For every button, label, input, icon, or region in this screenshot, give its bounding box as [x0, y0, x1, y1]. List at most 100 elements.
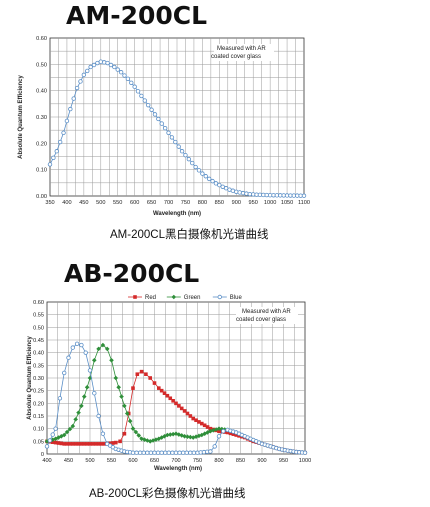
data-point: [109, 357, 114, 363]
grid-lines: [50, 38, 304, 196]
data-point: [91, 62, 97, 68]
data-point: [96, 442, 101, 446]
data-point: [79, 342, 84, 348]
data-point: [148, 450, 154, 455]
data-point: [213, 181, 219, 186]
data-point: [148, 376, 152, 380]
data-point: [96, 346, 101, 352]
x-tick-label: 1100: [298, 200, 310, 206]
data-point: [134, 450, 139, 455]
data-point: [96, 413, 101, 419]
x-tick-label: 500: [85, 458, 94, 464]
data-point: [76, 410, 81, 415]
data-point: [152, 112, 158, 117]
annotation-line-1: Measured with AR: [242, 309, 291, 315]
x-tick-label: 1050: [281, 200, 293, 206]
data-point: [50, 440, 55, 444]
legend-item-green: Green: [166, 294, 200, 301]
y-ticks: 0 0.05 0.10 0.15 0.20 0.25 0.30 0.35 0.40 0.45 0.5…: [33, 300, 44, 458]
data-point: [166, 450, 172, 455]
data-point: [81, 72, 87, 78]
data-point: [199, 432, 205, 438]
data-point: [133, 429, 139, 435]
data-point: [135, 372, 140, 376]
data-point: [145, 438, 150, 443]
chart-caption: AB-200CL彩色摄像机光谱曲线: [89, 486, 246, 500]
data-point: [210, 178, 215, 184]
data-point: [200, 171, 205, 176]
y-ticks: 0.00 0.10 0.20 0.30 0.40 0.50 0.60: [36, 36, 47, 200]
data-point: [145, 450, 150, 455]
x-tick-label: 800: [198, 200, 207, 206]
data-point: [68, 106, 73, 112]
legend-label: Red: [145, 295, 156, 301]
x-ticks: 350 400 450 500 550 600 650 700 750 800 850 900 950 1…: [45, 200, 310, 206]
data-point: [203, 174, 208, 179]
y-tick-label: 0.20: [33, 401, 44, 407]
data-point: [113, 375, 119, 381]
data-point: [102, 442, 107, 446]
x-tick-label: 1000: [299, 458, 311, 464]
x-tick-label: 750: [193, 458, 202, 464]
data-point: [65, 442, 69, 446]
data-point: [179, 149, 185, 154]
data-point: [122, 403, 127, 409]
data-point: [182, 433, 187, 439]
data-point: [202, 431, 207, 437]
data-point: [210, 428, 216, 433]
data-point: [73, 442, 78, 446]
y-tick-label: 0.30: [33, 376, 44, 382]
data-point: [171, 399, 175, 403]
data-point: [92, 391, 97, 396]
data-point: [61, 130, 66, 135]
x-tick-label: 650: [147, 200, 156, 206]
data-point: [54, 149, 59, 154]
data-point: [84, 384, 90, 390]
data-point: [205, 430, 210, 435]
data-point: [122, 73, 127, 78]
data-point: [206, 176, 212, 182]
series-main: [47, 59, 307, 198]
data-point: [139, 369, 144, 374]
data-point: [162, 125, 168, 131]
data-point: [221, 429, 226, 434]
data-point: [193, 434, 199, 439]
data-point: [108, 62, 114, 68]
data-point: [139, 436, 144, 442]
data-point: [208, 426, 213, 431]
data-point: [216, 434, 222, 439]
annotation-line-2: coated cover glass: [211, 54, 261, 60]
data-point: [190, 435, 196, 440]
data-point: [184, 450, 189, 455]
data-point: [170, 450, 175, 455]
data-point: [142, 98, 148, 103]
data-point: [188, 450, 193, 455]
data-point: [51, 155, 56, 161]
data-point: [67, 426, 73, 432]
data-point: [196, 433, 202, 439]
legend-item-blue: Blue: [212, 294, 242, 301]
x-tick-label: 850: [215, 200, 224, 206]
data-point: [173, 450, 179, 455]
x-tick-label: 500: [96, 200, 105, 206]
annotation-line-1: Measured with AR: [217, 46, 266, 52]
data-point: [142, 437, 147, 442]
data-point: [118, 70, 124, 75]
x-axis-label: Wavelength (nm): [154, 466, 202, 472]
y-tick-label: 0.50: [36, 62, 47, 68]
data-point: [88, 442, 92, 446]
y-axis-label: Absolute Quantum Efficiency: [18, 75, 24, 159]
chart-am-200cl: AM-200CL 350 400 450 500 550 600 650 700 750 800 8…: [18, 1, 310, 241]
data-point: [74, 85, 80, 91]
data-point: [177, 450, 182, 455]
data-point: [93, 442, 98, 446]
x-tick-label: 1000: [264, 200, 276, 206]
data-point: [150, 438, 156, 443]
data-point: [53, 440, 58, 445]
data-point: [59, 441, 64, 446]
data-point: [50, 432, 55, 437]
data-point: [180, 450, 186, 455]
data-point: [61, 370, 67, 376]
data-point: [170, 431, 176, 437]
